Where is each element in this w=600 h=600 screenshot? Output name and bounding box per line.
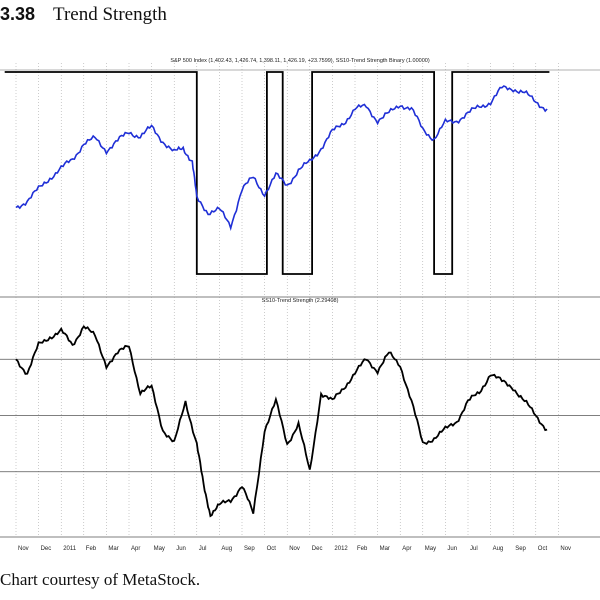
binary-series-line xyxy=(4,71,550,275)
figure-title-text: Trend Strength xyxy=(53,4,167,25)
month-tick-label: 2012 xyxy=(334,546,348,552)
month-tick-label: Jul xyxy=(470,546,478,552)
month-tick-label: Nov xyxy=(18,546,29,552)
figure-caption: Chart courtesy of MetaStock. xyxy=(0,570,201,589)
month-tick-label: Sep xyxy=(244,546,255,552)
month-tick-label: Dec xyxy=(312,546,323,552)
month-tick-label: Jul xyxy=(199,546,207,552)
month-tick-label: Feb xyxy=(86,546,97,552)
month-tick-label: Apr xyxy=(402,546,411,552)
top-panel-title: S&P 500 Index (1,402.43, 1,426.74, 1,398… xyxy=(170,58,430,64)
trend-strength-series-line xyxy=(15,324,548,518)
month-tick-label: Oct xyxy=(267,546,277,552)
month-tick-label: Dec xyxy=(41,546,52,552)
sp500-series-line xyxy=(15,85,548,232)
month-tick-label: Mar xyxy=(380,546,390,552)
month-tick-label: Jun xyxy=(447,546,457,552)
month-tick-label: Feb xyxy=(357,546,368,552)
figure-title: 3.38 Trend Strength xyxy=(0,4,167,26)
month-tick-label: May xyxy=(425,546,436,552)
month-tick-label: Aug xyxy=(221,546,232,552)
month-tick-label: Oct xyxy=(538,546,548,552)
month-tick-label: 2011 xyxy=(63,546,77,552)
month-tick-label: May xyxy=(154,546,165,552)
month-tick-label: Jun xyxy=(176,546,186,552)
month-tick-label: Mar xyxy=(108,546,118,552)
month-tick-label: Aug xyxy=(493,546,504,552)
figure-number: 3.38 xyxy=(0,4,36,24)
month-tick-label: Sep xyxy=(515,546,526,552)
month-tick-label: Nov xyxy=(560,546,571,552)
month-tick-label: Nov xyxy=(289,546,300,552)
month-tick-label: Apr xyxy=(131,546,140,552)
bottom-panel-title: SS10-Trend Strength (2.29408) xyxy=(262,298,339,304)
